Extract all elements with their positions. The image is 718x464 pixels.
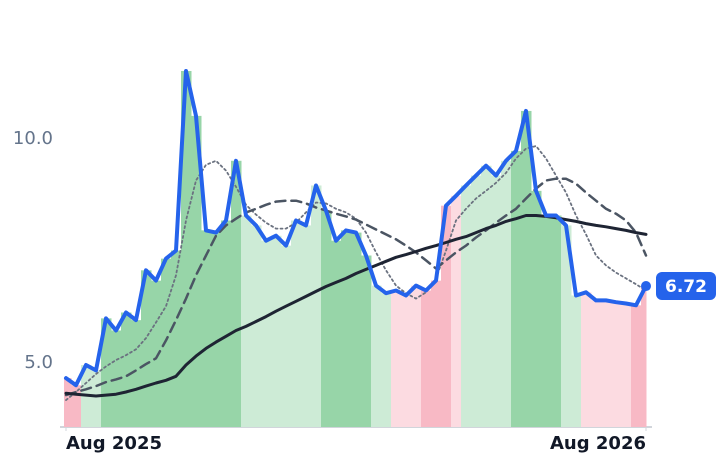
bar <box>431 280 442 427</box>
bar <box>511 150 522 428</box>
bar <box>551 215 562 427</box>
bar <box>521 110 532 428</box>
bar <box>311 185 322 427</box>
bar <box>351 232 362 427</box>
y-tick-label: 10.0 <box>13 128 53 149</box>
last-point <box>641 281 651 292</box>
bar <box>441 205 452 427</box>
bar <box>71 385 82 427</box>
bar <box>381 293 392 427</box>
bar <box>241 215 252 427</box>
bar <box>251 225 262 427</box>
bar <box>451 195 462 427</box>
bar <box>501 160 512 427</box>
bar <box>491 175 502 427</box>
bar <box>631 305 642 427</box>
bar <box>581 292 592 427</box>
bar <box>371 285 382 427</box>
bar <box>391 290 402 427</box>
bar <box>291 220 302 427</box>
bar <box>211 232 222 427</box>
bar <box>321 210 332 427</box>
value-badge <box>656 272 716 301</box>
bar <box>481 165 492 428</box>
bar <box>91 370 102 427</box>
x-tick-label: Aug 2025 <box>66 433 162 454</box>
bar <box>131 320 142 427</box>
bar <box>611 302 622 427</box>
bar <box>421 290 432 427</box>
bar <box>281 245 292 427</box>
bar <box>341 230 352 427</box>
bar <box>271 235 282 427</box>
series-line <box>64 69 648 388</box>
bar <box>301 225 312 427</box>
bar <box>261 240 272 427</box>
bar <box>561 225 572 427</box>
bar <box>471 175 482 427</box>
bar <box>621 303 632 427</box>
bar <box>571 295 582 427</box>
bar <box>151 280 162 427</box>
bar <box>541 215 552 427</box>
series-line <box>64 177 648 397</box>
bar <box>331 240 342 427</box>
bar <box>361 255 372 427</box>
bar <box>161 258 172 427</box>
bar <box>461 185 472 427</box>
bar <box>601 300 612 427</box>
bar <box>121 312 132 427</box>
bar <box>411 285 422 427</box>
bar <box>101 318 112 427</box>
bar <box>231 160 242 427</box>
x-tick-label: Aug 2026 <box>550 433 646 454</box>
value-label: 6.72 <box>665 277 707 297</box>
bar <box>171 250 182 427</box>
bar <box>531 190 542 427</box>
bar <box>221 220 232 427</box>
bar <box>181 70 192 427</box>
bar <box>141 270 152 427</box>
bar <box>591 300 602 427</box>
bar <box>64 378 72 427</box>
bar <box>191 115 202 428</box>
bar <box>641 286 647 427</box>
y-tick-label: 5.0 <box>24 352 53 373</box>
bar <box>201 230 212 427</box>
bar <box>401 295 412 427</box>
